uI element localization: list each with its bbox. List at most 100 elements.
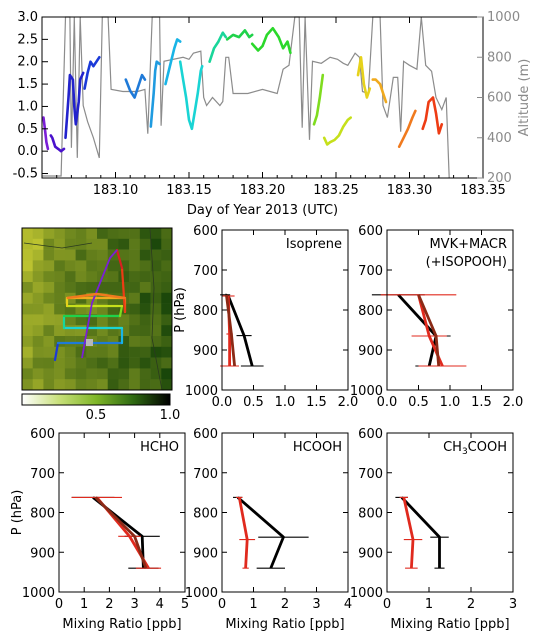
- map-cell: [97, 336, 109, 348]
- map-cell: [150, 357, 162, 369]
- map-cell: [43, 292, 55, 304]
- series-line-6: [164, 38, 182, 86]
- map-cell: [64, 357, 76, 369]
- y-axis-title: P (hPa): [10, 490, 25, 536]
- map-cell: [139, 346, 151, 358]
- map-cell: [86, 379, 98, 391]
- map-cell: [54, 368, 66, 380]
- map-cell: [32, 228, 44, 240]
- map-cell: [43, 336, 55, 348]
- x-tick-label: 3: [312, 597, 320, 612]
- map-cell: [86, 282, 98, 294]
- map-cell: [107, 303, 119, 315]
- map-cell: [150, 314, 162, 326]
- map-cell: [86, 368, 98, 380]
- y2-tick-label-0: 200: [487, 171, 512, 186]
- map-cell: [107, 368, 119, 380]
- series-line-15: [397, 109, 417, 148]
- map-cell: [54, 271, 66, 283]
- x-tick-label: 3: [130, 597, 138, 612]
- map-cell: [22, 379, 34, 391]
- map-cell: [97, 368, 109, 380]
- x-tick-label: 0.0: [212, 395, 233, 410]
- map-cell: [150, 336, 162, 348]
- map-cell: [54, 292, 66, 304]
- map-cell: [97, 260, 109, 272]
- map-cell: [161, 357, 173, 369]
- map-cell: [54, 303, 66, 315]
- x-axis-title: Mixing Ratio [ppb]: [390, 617, 509, 632]
- map-cell: [129, 228, 141, 240]
- x-tick-label: 0.5: [243, 395, 264, 410]
- map-cell: [22, 346, 34, 358]
- map-cell: [97, 238, 109, 250]
- map-cell: [107, 260, 119, 272]
- x-axis-title: Day of Year 2013 (UTC): [187, 203, 338, 218]
- map-cell: [97, 314, 109, 326]
- map-cell: [129, 303, 141, 315]
- map-cell: [32, 357, 44, 369]
- title-subscript: 3: [462, 447, 468, 457]
- series-line-7: [178, 60, 204, 131]
- x-tick-label: 0: [383, 597, 391, 612]
- x-axis-title: Mixing Ratio [ppb]: [62, 617, 181, 632]
- series-line-5: [149, 60, 161, 128]
- map-cell: [150, 271, 162, 283]
- map-cell: [118, 249, 130, 261]
- map-cell: [139, 379, 151, 391]
- map-cell: [129, 325, 141, 337]
- flight-track-segment: [115, 248, 124, 270]
- map-cell: [75, 325, 87, 337]
- x-tick-label: 1.5: [471, 395, 492, 410]
- colorbar-tick-label-0: 0.5: [86, 408, 107, 423]
- map-cell: [161, 292, 173, 304]
- map-cell: [64, 260, 76, 272]
- map-cell: [32, 292, 44, 304]
- map-cell: [22, 336, 34, 348]
- map-cell: [75, 314, 87, 326]
- map-cell: [22, 238, 34, 250]
- map-panel: 0.5 1.0: [21, 227, 180, 423]
- map-cell: [118, 368, 130, 380]
- series-line-11: [312, 73, 325, 126]
- map-boundary: [23, 242, 93, 249]
- map-cell: [22, 228, 34, 240]
- map-cell: [64, 282, 76, 294]
- map-cell: [97, 325, 109, 337]
- map-cell: [161, 238, 173, 250]
- map-cell: [86, 260, 98, 272]
- map-cell: [129, 357, 141, 369]
- map-cell: [43, 346, 55, 358]
- title-part: CH: [443, 440, 462, 455]
- map-cell: [43, 271, 55, 283]
- map-cell: [161, 368, 173, 380]
- map-cell: [139, 260, 151, 272]
- map-boundary: [149, 227, 163, 391]
- map-cell: [118, 325, 130, 337]
- map-cell: [97, 303, 109, 315]
- x-tick-label: 2: [467, 597, 475, 612]
- map-cell: [150, 379, 162, 391]
- map-cell: [107, 325, 119, 337]
- x-tick-label-4: 183.30: [387, 183, 433, 198]
- profile-title: HCHO: [140, 440, 179, 455]
- map-cell: [161, 303, 173, 315]
- map-cell: [118, 346, 130, 358]
- profile-panel-3: 0.0 0.5 1.0 1.5 2.0 600 700 800 900 1000 MVK+MACR (…: [350, 224, 523, 410]
- profile-line-1: [237, 497, 249, 569]
- map-cell: [129, 368, 141, 380]
- map-cell: [161, 228, 173, 240]
- y-tick-label: 700: [193, 264, 218, 279]
- map-cell: [43, 260, 55, 272]
- map-cell: [22, 282, 34, 294]
- map-cell: [54, 249, 66, 261]
- x-tick-label: 0: [218, 597, 226, 612]
- profile-title: MVK+MACR: [429, 237, 507, 252]
- map-cell: [32, 260, 44, 272]
- x-tick-label: 1.5: [306, 395, 327, 410]
- map-cell: [54, 260, 66, 272]
- y-tick-label: 900: [358, 344, 383, 359]
- map-cell: [75, 249, 87, 261]
